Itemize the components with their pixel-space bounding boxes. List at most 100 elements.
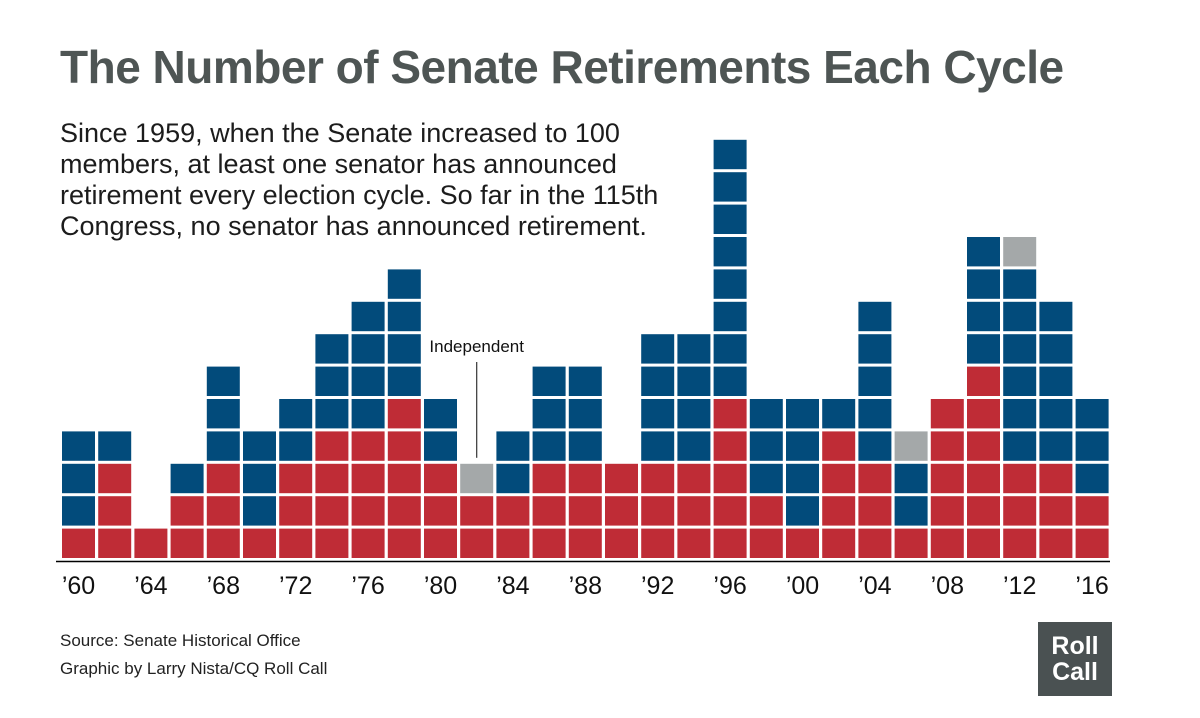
bar-block-democrat-1970 xyxy=(243,463,276,494)
bar-block-democrat-1996 xyxy=(713,366,747,396)
bar-block-democrat-1986 xyxy=(532,399,566,429)
bar-block-republican-1990 xyxy=(605,496,638,526)
bar-block-democrat-1998 xyxy=(749,463,783,494)
bar-block-republican-2010 xyxy=(967,496,1000,526)
bar-block-republican-1974 xyxy=(315,463,349,494)
bar-block-republican-2016 xyxy=(1075,496,1109,526)
bar-block-independent-1982 xyxy=(460,463,494,494)
bar-block-republican-1972 xyxy=(279,496,313,526)
bar-block-republican-1988 xyxy=(568,528,602,558)
bar-block-democrat-2006 xyxy=(894,463,928,494)
bar-block-democrat-1974 xyxy=(315,399,349,429)
bar-block-republican-1978 xyxy=(387,399,421,429)
x-tick-label-1964: ’64 xyxy=(134,572,167,600)
bar-block-democrat-1994 xyxy=(677,431,711,461)
bar-block-democrat-1986 xyxy=(532,366,566,396)
bar-block-democrat-1988 xyxy=(568,366,602,396)
bar-block-democrat-2004 xyxy=(858,366,892,396)
bar-block-democrat-2012 xyxy=(1003,366,1037,396)
bar-block-republican-1974 xyxy=(315,496,349,526)
bar-block-republican-1980 xyxy=(424,528,457,558)
bar-block-republican-1986 xyxy=(532,496,566,526)
x-tick-label-2008: ’08 xyxy=(931,572,964,600)
bar-block-republican-2010 xyxy=(967,399,1000,429)
bar-block-republican-2010 xyxy=(967,463,1000,494)
bar-block-democrat-2014 xyxy=(1039,366,1073,396)
bar-block-democrat-1974 xyxy=(315,366,349,396)
bar-block-democrat-1994 xyxy=(677,334,711,364)
bar-block-democrat-2010 xyxy=(967,334,1000,364)
bar-block-republican-2014 xyxy=(1039,528,1073,558)
bar-block-democrat-1986 xyxy=(532,431,566,461)
bar-block-republican-1978 xyxy=(387,496,421,526)
bar-block-democrat-2000 xyxy=(786,496,819,526)
bar-block-republican-1980 xyxy=(424,463,457,494)
bar-block-republican-1968 xyxy=(206,496,240,526)
annotation-label: Independent xyxy=(429,337,524,356)
bar-block-democrat-2014 xyxy=(1039,334,1073,364)
bar-block-republican-1978 xyxy=(387,431,421,461)
bar-block-republican-1994 xyxy=(677,528,711,558)
bar-block-democrat-1960 xyxy=(62,496,95,526)
bar-block-republican-1982 xyxy=(460,528,494,558)
bar-block-republican-1976 xyxy=(351,463,385,494)
bar-block-republican-1980 xyxy=(424,496,457,526)
bar-block-democrat-2014 xyxy=(1039,431,1073,461)
bar-block-democrat-1968 xyxy=(206,431,240,461)
bar-block-democrat-2004 xyxy=(858,431,892,461)
bar-block-republican-1964 xyxy=(134,528,168,558)
bar-block-republican-1982 xyxy=(460,496,494,526)
bar-block-democrat-1994 xyxy=(677,399,711,429)
bar-block-democrat-1996 xyxy=(713,269,747,299)
bar-block-republican-2008 xyxy=(930,528,964,558)
logo-line-1: Roll xyxy=(1051,632,1099,660)
bar-block-republican-1988 xyxy=(568,496,602,526)
bar-block-republican-1976 xyxy=(351,431,385,461)
bar-block-republican-1974 xyxy=(315,528,349,558)
x-tick-label-1984: ’84 xyxy=(496,572,529,600)
bar-block-republican-1968 xyxy=(206,528,240,558)
bar-block-democrat-1968 xyxy=(206,399,240,429)
bar-block-republican-1962 xyxy=(98,463,132,494)
bar-block-republican-1960 xyxy=(62,528,95,558)
bar-block-democrat-1972 xyxy=(279,399,313,429)
bar-block-republican-2012 xyxy=(1003,496,1037,526)
bar-block-republican-1992 xyxy=(641,496,675,526)
bar-block-democrat-1976 xyxy=(351,399,385,429)
bar-block-republican-1996 xyxy=(713,528,747,558)
bar-block-democrat-1996 xyxy=(713,334,747,364)
x-tick-label-2016: ’16 xyxy=(1075,572,1108,600)
bar-block-democrat-2000 xyxy=(786,431,819,461)
bar-block-republican-1966 xyxy=(170,528,204,558)
bar-block-democrat-1988 xyxy=(568,431,602,461)
x-tick-label-1960: ’60 xyxy=(62,572,95,600)
bar-block-republican-1998 xyxy=(749,496,783,526)
bar-block-republican-1996 xyxy=(713,463,747,494)
bar-block-democrat-1992 xyxy=(641,431,675,461)
bar-block-democrat-1984 xyxy=(496,431,530,461)
bar-block-democrat-2010 xyxy=(967,237,1000,267)
bar-block-independent-2006 xyxy=(894,431,928,461)
bar-block-republican-1990 xyxy=(605,463,638,494)
bar-block-republican-2004 xyxy=(858,496,892,526)
bar-block-republican-1962 xyxy=(98,496,132,526)
bar-block-democrat-2000 xyxy=(786,463,819,494)
bar-block-democrat-1996 xyxy=(713,172,747,202)
bar-block-democrat-1998 xyxy=(749,431,783,461)
bar-block-democrat-1976 xyxy=(351,366,385,396)
x-tick-label-1992: ’92 xyxy=(641,572,674,600)
bar-block-republican-2010 xyxy=(967,528,1000,558)
bar-block-republican-1992 xyxy=(641,528,675,558)
bar-block-democrat-1980 xyxy=(424,431,457,461)
bar-block-democrat-1992 xyxy=(641,399,675,429)
bar-block-democrat-1996 xyxy=(713,204,747,234)
bar-block-republican-1970 xyxy=(243,528,276,558)
bar-block-republican-2002 xyxy=(822,431,856,461)
bar-block-republican-2012 xyxy=(1003,528,1037,558)
bar-block-republican-1972 xyxy=(279,528,313,558)
x-tick-label-1976: ’76 xyxy=(351,572,384,600)
bar-block-democrat-1980 xyxy=(424,399,457,429)
bar-block-republican-1984 xyxy=(496,528,530,558)
bar-block-republican-1996 xyxy=(713,496,747,526)
bar-block-democrat-2004 xyxy=(858,399,892,429)
